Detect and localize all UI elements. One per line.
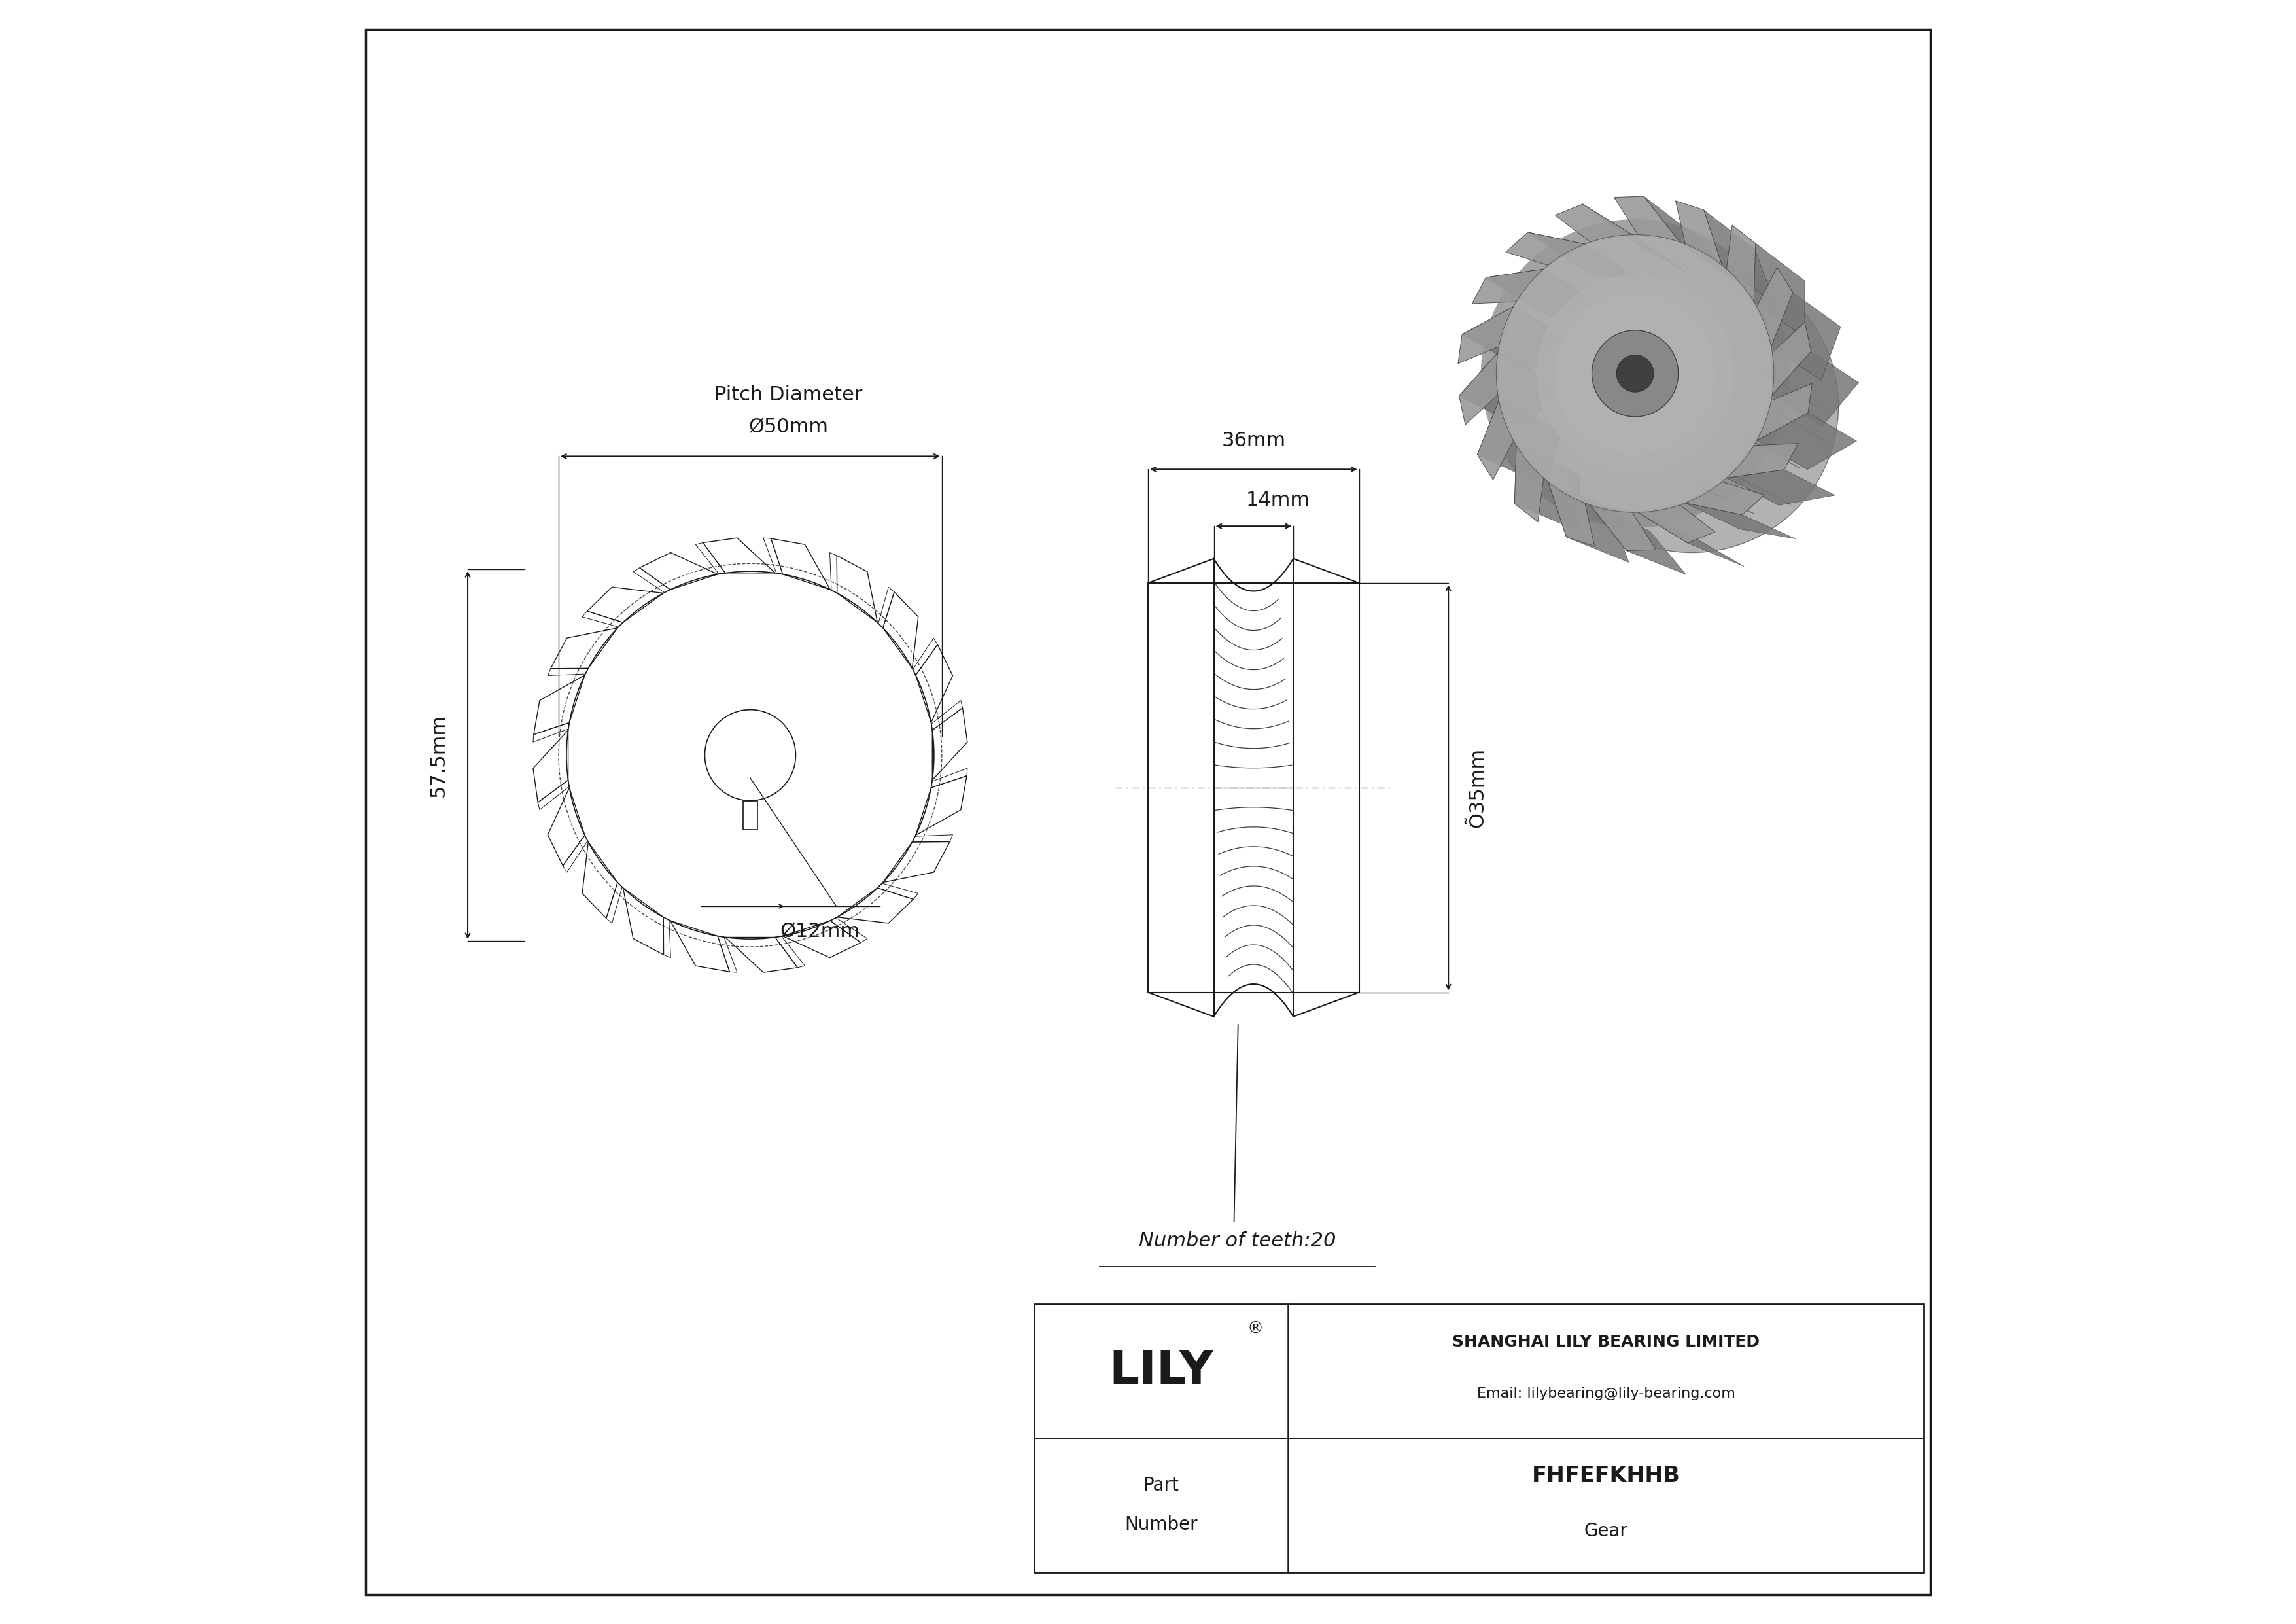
Polygon shape — [1704, 209, 1775, 304]
Text: Pitch Diameter: Pitch Diameter — [714, 385, 863, 404]
Polygon shape — [1472, 270, 1543, 304]
Polygon shape — [1637, 505, 1715, 542]
Polygon shape — [1754, 244, 1805, 338]
Text: Email: lilybearing@lily-bearing.com: Email: lilybearing@lily-bearing.com — [1476, 1387, 1736, 1400]
Circle shape — [1518, 257, 1752, 490]
Polygon shape — [1515, 445, 1543, 521]
Text: 14mm: 14mm — [1247, 490, 1311, 510]
Text: Number: Number — [1125, 1515, 1199, 1533]
Polygon shape — [1582, 205, 1690, 274]
Text: ®: ® — [1247, 1320, 1263, 1337]
Text: Ø12mm: Ø12mm — [781, 922, 861, 942]
Polygon shape — [1548, 482, 1628, 562]
Polygon shape — [1676, 201, 1722, 265]
Text: Gear: Gear — [1584, 1522, 1628, 1540]
Text: Number of teeth:20: Number of teeth:20 — [1139, 1231, 1336, 1250]
Polygon shape — [1644, 197, 1733, 281]
Circle shape — [1497, 234, 1775, 513]
Text: Part: Part — [1143, 1476, 1180, 1494]
Polygon shape — [1685, 503, 1795, 539]
Text: Ø50mm: Ø50mm — [748, 417, 829, 437]
Polygon shape — [1515, 445, 1580, 531]
Polygon shape — [1554, 205, 1632, 242]
Circle shape — [1554, 294, 1715, 453]
Polygon shape — [1727, 226, 1756, 302]
Polygon shape — [1756, 383, 1812, 440]
Circle shape — [1591, 330, 1678, 417]
Polygon shape — [1591, 505, 1655, 551]
Circle shape — [1536, 274, 1733, 473]
Polygon shape — [1458, 352, 1497, 425]
Text: 57.5mm: 57.5mm — [429, 713, 448, 797]
Polygon shape — [1506, 232, 1584, 265]
Text: LILY: LILY — [1109, 1348, 1215, 1393]
Polygon shape — [1685, 482, 1763, 515]
Polygon shape — [1727, 443, 1798, 477]
Polygon shape — [1756, 268, 1793, 346]
Polygon shape — [1756, 412, 1857, 469]
Polygon shape — [1773, 351, 1860, 425]
Polygon shape — [1486, 270, 1605, 317]
Text: FHFEFKHHB: FHFEFKHHB — [1531, 1465, 1681, 1486]
Polygon shape — [1476, 401, 1513, 479]
Polygon shape — [1463, 307, 1577, 370]
Polygon shape — [1773, 322, 1812, 395]
Polygon shape — [1548, 482, 1593, 546]
Polygon shape — [1637, 512, 1745, 567]
Text: Õ35mm: Õ35mm — [1467, 747, 1488, 828]
Polygon shape — [1614, 197, 1681, 242]
Circle shape — [1481, 219, 1789, 528]
Polygon shape — [1727, 469, 1835, 505]
Circle shape — [1545, 260, 1839, 552]
Polygon shape — [1476, 401, 1564, 486]
Polygon shape — [1591, 505, 1685, 575]
Circle shape — [1616, 356, 1653, 391]
Polygon shape — [1527, 232, 1644, 283]
Text: 36mm: 36mm — [1221, 430, 1286, 450]
Polygon shape — [1458, 352, 1561, 429]
Circle shape — [1499, 237, 1770, 510]
Polygon shape — [1770, 292, 1841, 380]
Polygon shape — [1458, 307, 1513, 364]
Text: SHANGHAI LILY BEARING LIMITED: SHANGHAI LILY BEARING LIMITED — [1453, 1333, 1759, 1350]
